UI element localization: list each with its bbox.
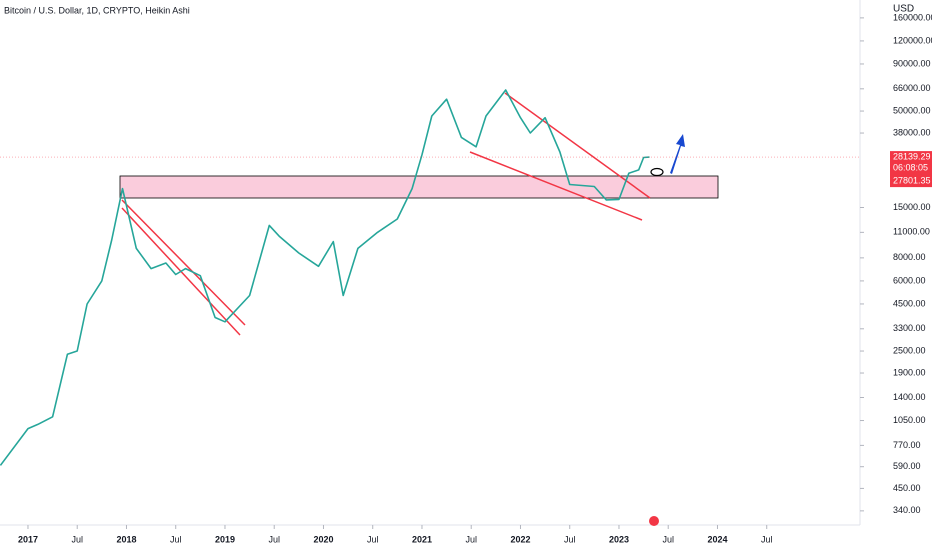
x-tick-label: Jul — [761, 534, 773, 544]
x-tick-label: 2018 — [116, 534, 136, 544]
x-tick-label: 2017 — [18, 534, 38, 544]
y-tick-label: 770.00 — [893, 440, 921, 450]
x-tick-label: 2022 — [510, 534, 530, 544]
y-tick-label: 8000.00 — [893, 252, 926, 262]
y-tick-label: 1050.00 — [893, 415, 926, 425]
countdown: 06:08:05 — [893, 162, 928, 172]
y-tick-label: 2500.00 — [893, 345, 926, 355]
y-tick-label: 1900.00 — [893, 367, 926, 377]
x-tick-label: 2021 — [412, 534, 432, 544]
y-tick-label: 66000.00 — [893, 83, 931, 93]
chart-title: Bitcoin / U.S. Dollar, 1D, CRYPTO, Heiki… — [4, 5, 190, 15]
y-tick-label: 50000.00 — [893, 105, 931, 115]
x-tick-label: Jul — [367, 534, 379, 544]
trend-line — [121, 199, 246, 326]
y-tick-label: 15000.00 — [893, 202, 931, 212]
x-tick-label: 2019 — [215, 534, 235, 544]
x-tick-label: Jul — [71, 534, 83, 544]
y-tick-label: 38000.00 — [893, 127, 931, 137]
y-tick-label: 11000.00 — [893, 227, 930, 237]
y-tick-label: 1400.00 — [893, 392, 926, 402]
x-tick-label: Jul — [268, 534, 280, 544]
y-tick-label: 450.00 — [893, 483, 921, 493]
event-icon — [649, 516, 659, 526]
x-tick-label: Jul — [662, 534, 674, 544]
y-tick-label: 90000.00 — [893, 58, 931, 68]
y-tick-label: 120000.00 — [893, 35, 932, 45]
price-tag: 28139.29 — [893, 151, 931, 161]
x-tick-label: Jul — [465, 534, 477, 544]
x-tick-label: 2024 — [707, 534, 727, 544]
y-tick-label: 160000.00 — [893, 12, 932, 22]
y-tick-label: 340.00 — [893, 505, 921, 515]
plot — [0, 89, 719, 526]
x-tick-label: 2023 — [609, 534, 629, 544]
marker-ellipse — [650, 167, 664, 177]
arrow — [670, 134, 685, 174]
y-axis-label: USD — [893, 4, 914, 15]
y-tick-label: 4500.00 — [893, 298, 926, 308]
x-tick-label: Jul — [170, 534, 182, 544]
trend-line — [469, 151, 643, 221]
x-tick-label: 2020 — [313, 534, 333, 544]
support-zone — [119, 175, 719, 199]
price-line — [0, 89, 650, 466]
price-tag: 27801.35 — [893, 175, 931, 185]
x-tick-label: Jul — [564, 534, 576, 544]
y-tick-label: 590.00 — [893, 461, 921, 471]
price-tag-box — [890, 175, 932, 188]
y-tick-label: 6000.00 — [893, 275, 926, 285]
y-tick-label: 3300.00 — [893, 323, 926, 333]
